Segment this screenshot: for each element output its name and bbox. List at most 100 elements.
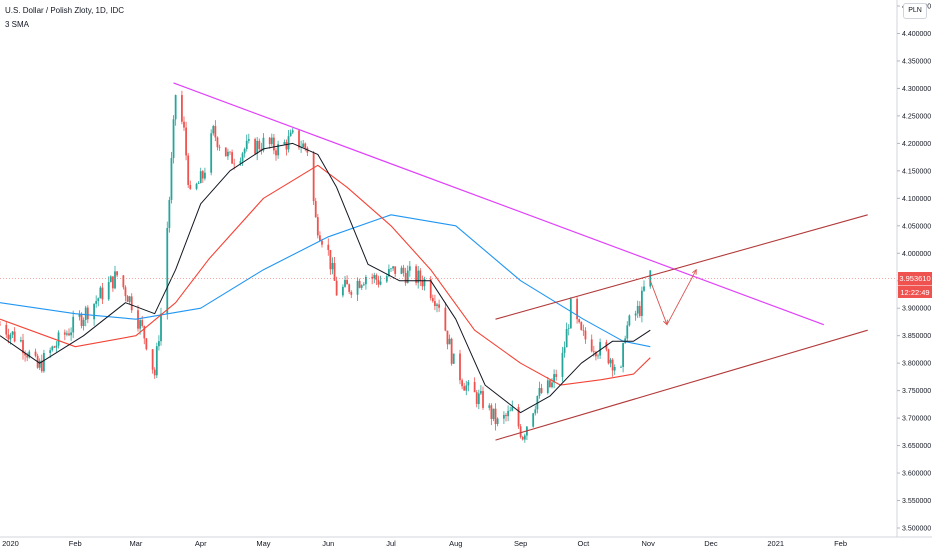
candle-body	[549, 380, 551, 388]
candle-body	[78, 314, 81, 317]
candle-body	[187, 155, 190, 185]
candle-body	[342, 286, 344, 296]
candle-body	[423, 279, 426, 287]
candle-body	[229, 151, 231, 153]
candle-body	[181, 95, 183, 122]
currency-badge[interactable]: PLN	[903, 3, 927, 19]
candle-body	[210, 133, 213, 173]
candle-body	[247, 139, 250, 141]
candle-body	[183, 121, 185, 128]
candle-body	[224, 147, 227, 157]
candle-body	[304, 143, 307, 149]
candle-body	[388, 269, 390, 277]
candle-body	[394, 266, 397, 274]
candle-body	[34, 351, 37, 356]
channel-lower-line	[495, 329, 868, 441]
candle-body	[350, 291, 353, 295]
channel-upper-line	[495, 214, 868, 320]
candle-body	[273, 137, 275, 151]
candle-body	[97, 298, 100, 302]
candle-body	[82, 319, 85, 326]
candle-body	[597, 355, 599, 357]
candle-body	[488, 405, 491, 408]
projection-arrow-up	[691, 268, 697, 275]
candle-body	[473, 381, 476, 393]
candle-body	[335, 280, 338, 296]
candle-body	[467, 381, 470, 386]
candle-body	[371, 276, 374, 279]
candle-body	[463, 386, 466, 391]
candle-body	[116, 271, 118, 276]
candle-body	[212, 126, 215, 134]
candle-body	[93, 303, 95, 320]
candle-body	[404, 272, 407, 283]
candle-body	[599, 342, 601, 356]
candle-body	[114, 271, 116, 289]
candle-body	[268, 137, 271, 145]
candle-body	[319, 235, 321, 241]
candle-body	[638, 305, 641, 316]
candle-body	[285, 142, 288, 150]
candle-body	[7, 334, 10, 340]
candle-body	[643, 286, 645, 291]
candle-body	[262, 137, 265, 151]
candle-body	[204, 172, 206, 179]
candle-body	[532, 413, 535, 427]
y-tick-label: 3.800000	[902, 361, 931, 368]
sma-slow-line	[0, 214, 651, 348]
candle-body	[0, 324, 1, 326]
candle-body	[567, 328, 570, 329]
y-tick-label: 3.600000	[902, 471, 931, 478]
candle-body	[375, 275, 378, 280]
candle-body	[561, 352, 564, 377]
x-tick-label: Jun	[322, 539, 334, 548]
candle-body	[362, 284, 365, 286]
candle-body	[122, 275, 125, 288]
candle-body	[519, 426, 522, 437]
candle-body	[348, 284, 351, 292]
candle-body	[287, 136, 290, 150]
y-tick-label: 3.700000	[902, 416, 931, 423]
candle-body	[57, 332, 60, 346]
candle-body	[419, 270, 422, 281]
candle-body	[153, 369, 156, 376]
candle-body	[534, 409, 537, 414]
candle-body	[243, 149, 246, 154]
indicator-legend-sma[interactable]: 3 SMA	[5, 20, 30, 29]
x-tick-label: Feb	[834, 539, 847, 548]
candle-body	[312, 152, 315, 202]
candle-body	[421, 280, 424, 287]
candle-body	[155, 346, 158, 376]
candle-body	[201, 171, 204, 179]
candle-body	[195, 183, 198, 189]
candle-body	[507, 410, 509, 417]
candle-body	[582, 329, 585, 331]
candle-body	[628, 315, 631, 326]
candle-body	[590, 339, 593, 352]
candle-body	[26, 355, 29, 358]
x-tick-label: Jul	[386, 539, 396, 548]
candle-body	[40, 360, 43, 372]
x-tick-label: Apr	[195, 539, 207, 548]
candle-body	[231, 152, 233, 164]
candle-body	[496, 418, 499, 425]
candle-body	[158, 341, 160, 347]
candle-body	[346, 279, 348, 285]
candle-body	[503, 414, 505, 419]
candle-body	[9, 334, 12, 340]
candle-body	[592, 351, 595, 353]
y-tick-label: 3.900000	[902, 306, 931, 313]
candle-body	[434, 301, 436, 306]
candle-body	[390, 268, 392, 270]
candle-body	[55, 345, 58, 348]
candle-body	[452, 353, 455, 364]
y-tick-label: 3.550000	[902, 498, 931, 505]
y-tick-label: 4.400000	[902, 31, 931, 38]
candle-body	[101, 287, 104, 300]
x-tick-label: Mar	[129, 539, 142, 548]
candle-body	[626, 325, 629, 339]
y-tick-label: 4.000000	[902, 251, 931, 258]
candle-body	[613, 367, 616, 371]
candle-body	[523, 435, 526, 440]
